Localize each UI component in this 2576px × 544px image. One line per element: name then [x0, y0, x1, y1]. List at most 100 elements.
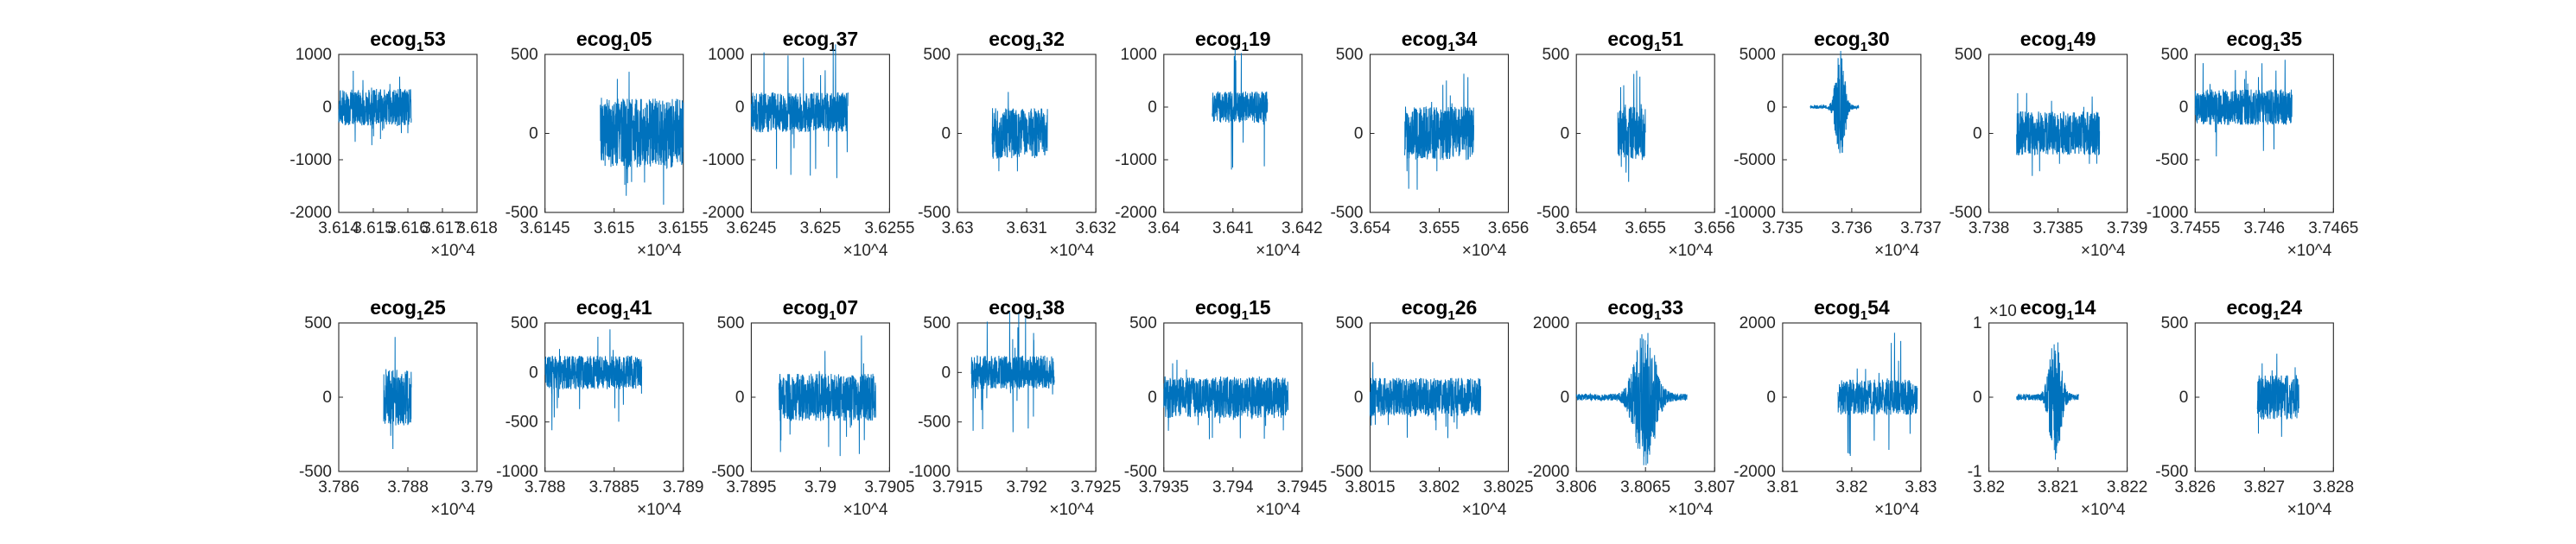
signal-trace-17 — [1575, 332, 1688, 465]
x-tick-label: 3.792 — [1006, 478, 1047, 497]
signal-trace-13 — [778, 335, 876, 457]
x-tick-label: 3.655 — [1419, 219, 1460, 237]
y-tick-label: 500 — [717, 314, 745, 332]
y-tick-label: -1 — [1968, 463, 1982, 481]
y-tick-label: 1000 — [296, 46, 332, 64]
x-tick-label: 3.632 — [1075, 219, 1116, 237]
subplot-title-5: ecog119 — [1195, 28, 1271, 54]
x-tick-label: 3.8015 — [1345, 478, 1395, 497]
subplot-title-15: ecog115 — [1195, 296, 1271, 323]
signal-trace-19 — [2016, 342, 2080, 460]
y-tick-label: 0 — [1766, 98, 1776, 117]
y-tick-label: 1000 — [1121, 46, 1157, 64]
signal-trace-18 — [1837, 332, 1918, 457]
x-exponent-label: ×10^4 — [430, 501, 475, 519]
y-tick-label: -500 — [506, 414, 538, 432]
signal-trace-7 — [1617, 70, 1646, 182]
y-tick-label: 500 — [304, 314, 332, 332]
signal-trace-5 — [1212, 48, 1269, 170]
x-tick-label: 3.79 — [805, 478, 836, 497]
y-tick-label: 0 — [1973, 125, 1982, 143]
x-tick-label: 3.79 — [461, 478, 493, 497]
x-exponent-label: ×10^4 — [637, 242, 682, 260]
x-tick-label: 3.806 — [1555, 478, 1597, 497]
y-tick-label: -1000 — [496, 463, 538, 481]
y-tick-label: -500 — [1949, 204, 1982, 222]
y-tick-label: -2000 — [289, 204, 332, 222]
y-tick-label: 500 — [1955, 46, 1982, 64]
x-tick-label: 3.82 — [1835, 478, 1867, 497]
signal-trace-12 — [544, 329, 643, 431]
y-tick-label: -10000 — [1725, 204, 1776, 222]
x-exponent-label: ×10^4 — [1668, 242, 1713, 260]
x-tick-label: 3.7945 — [1277, 478, 1327, 497]
x-exponent-label: ×10^4 — [1874, 501, 1919, 519]
y-tick-label: 500 — [2161, 46, 2189, 64]
subplot-title-13: ecog107 — [783, 296, 859, 323]
y-tick-label: -2000 — [703, 204, 745, 222]
x-tick-label: 3.631 — [1006, 219, 1047, 237]
signal-trace-8 — [1810, 50, 1860, 154]
signal-trace-10 — [2194, 60, 2293, 157]
y-tick-label: -5000 — [1733, 151, 1776, 169]
x-tick-label: 3.654 — [1555, 219, 1597, 237]
x-tick-label: 3.615 — [353, 219, 394, 237]
x-tick-label: 3.738 — [1969, 219, 2010, 237]
x-tick-label: 3.827 — [2244, 478, 2286, 497]
x-tick-label: 3.736 — [1831, 219, 1873, 237]
x-tick-label: 3.81 — [1766, 478, 1798, 497]
y-tick-label: 0 — [529, 125, 538, 143]
x-tick-label: 3.802 — [1419, 478, 1460, 497]
x-tick-label: 3.6245 — [726, 219, 776, 237]
subplot-title-7: ecog151 — [1607, 28, 1683, 54]
x-tick-label: 3.788 — [387, 478, 429, 497]
signal-trace-3 — [750, 44, 849, 179]
y-tick-label: 0 — [1973, 389, 1982, 407]
x-exponent-label: ×10^4 — [1256, 242, 1301, 260]
x-tick-label: 3.614 — [318, 219, 359, 237]
y-tick-label: 0 — [1561, 125, 1570, 143]
x-tick-label: 3.737 — [1900, 219, 1942, 237]
axes-box-12 — [544, 322, 684, 472]
signal-trace-16 — [1370, 362, 1481, 439]
x-exponent-label: ×10^4 — [1256, 501, 1301, 519]
x-tick-label: 3.822 — [2107, 478, 2148, 497]
y-tick-label: 2000 — [1533, 314, 1569, 332]
y-tick-label: 500 — [1336, 46, 1364, 64]
y-tick-label: -2000 — [1528, 463, 1570, 481]
x-tick-label: 3.7905 — [864, 478, 914, 497]
subplot-title-1: ecog153 — [370, 28, 446, 54]
x-tick-label: 3.6145 — [520, 219, 570, 237]
x-tick-label: 3.617 — [422, 219, 463, 237]
x-tick-label: 3.83 — [1905, 478, 1937, 497]
x-tick-label: 3.789 — [663, 478, 704, 497]
y-tick-label: -500 — [299, 463, 332, 481]
y-tick-label: -1000 — [289, 151, 332, 169]
x-tick-label: 3.616 — [387, 219, 429, 237]
x-tick-label: 3.788 — [525, 478, 566, 497]
x-tick-label: 3.625 — [800, 219, 842, 237]
y-tick-label: 0 — [1561, 389, 1570, 407]
y-tick-label: 500 — [923, 314, 951, 332]
x-tick-label: 3.7465 — [2308, 219, 2358, 237]
subplot-title-20: ecog124 — [2226, 296, 2302, 323]
axes-box-1 — [338, 54, 478, 213]
x-tick-label: 3.794 — [1212, 478, 1254, 497]
y-tick-label: 500 — [1336, 314, 1364, 332]
x-tick-label: 3.6155 — [658, 219, 709, 237]
x-tick-label: 3.64 — [1148, 219, 1180, 237]
y-tick-label: 500 — [1542, 46, 1569, 64]
x-exponent-label: ×10^4 — [430, 242, 475, 260]
y-tick-label: -1000 — [703, 151, 745, 169]
subplot-title-9: ecog149 — [2020, 28, 2096, 54]
y-tick-label: 0 — [1148, 98, 1157, 117]
y-tick-label: -500 — [918, 204, 951, 222]
y-tick-label: 500 — [923, 46, 951, 64]
y-tick-label: -500 — [506, 204, 538, 222]
x-tick-label: 3.8025 — [1483, 478, 1533, 497]
x-tick-label: 3.7915 — [932, 478, 983, 497]
y-tick-label: -500 — [918, 414, 951, 432]
signal-trace-14 — [970, 312, 1055, 433]
x-exponent-label: ×10^4 — [2287, 242, 2332, 260]
y-tick-label: 0 — [942, 364, 951, 382]
